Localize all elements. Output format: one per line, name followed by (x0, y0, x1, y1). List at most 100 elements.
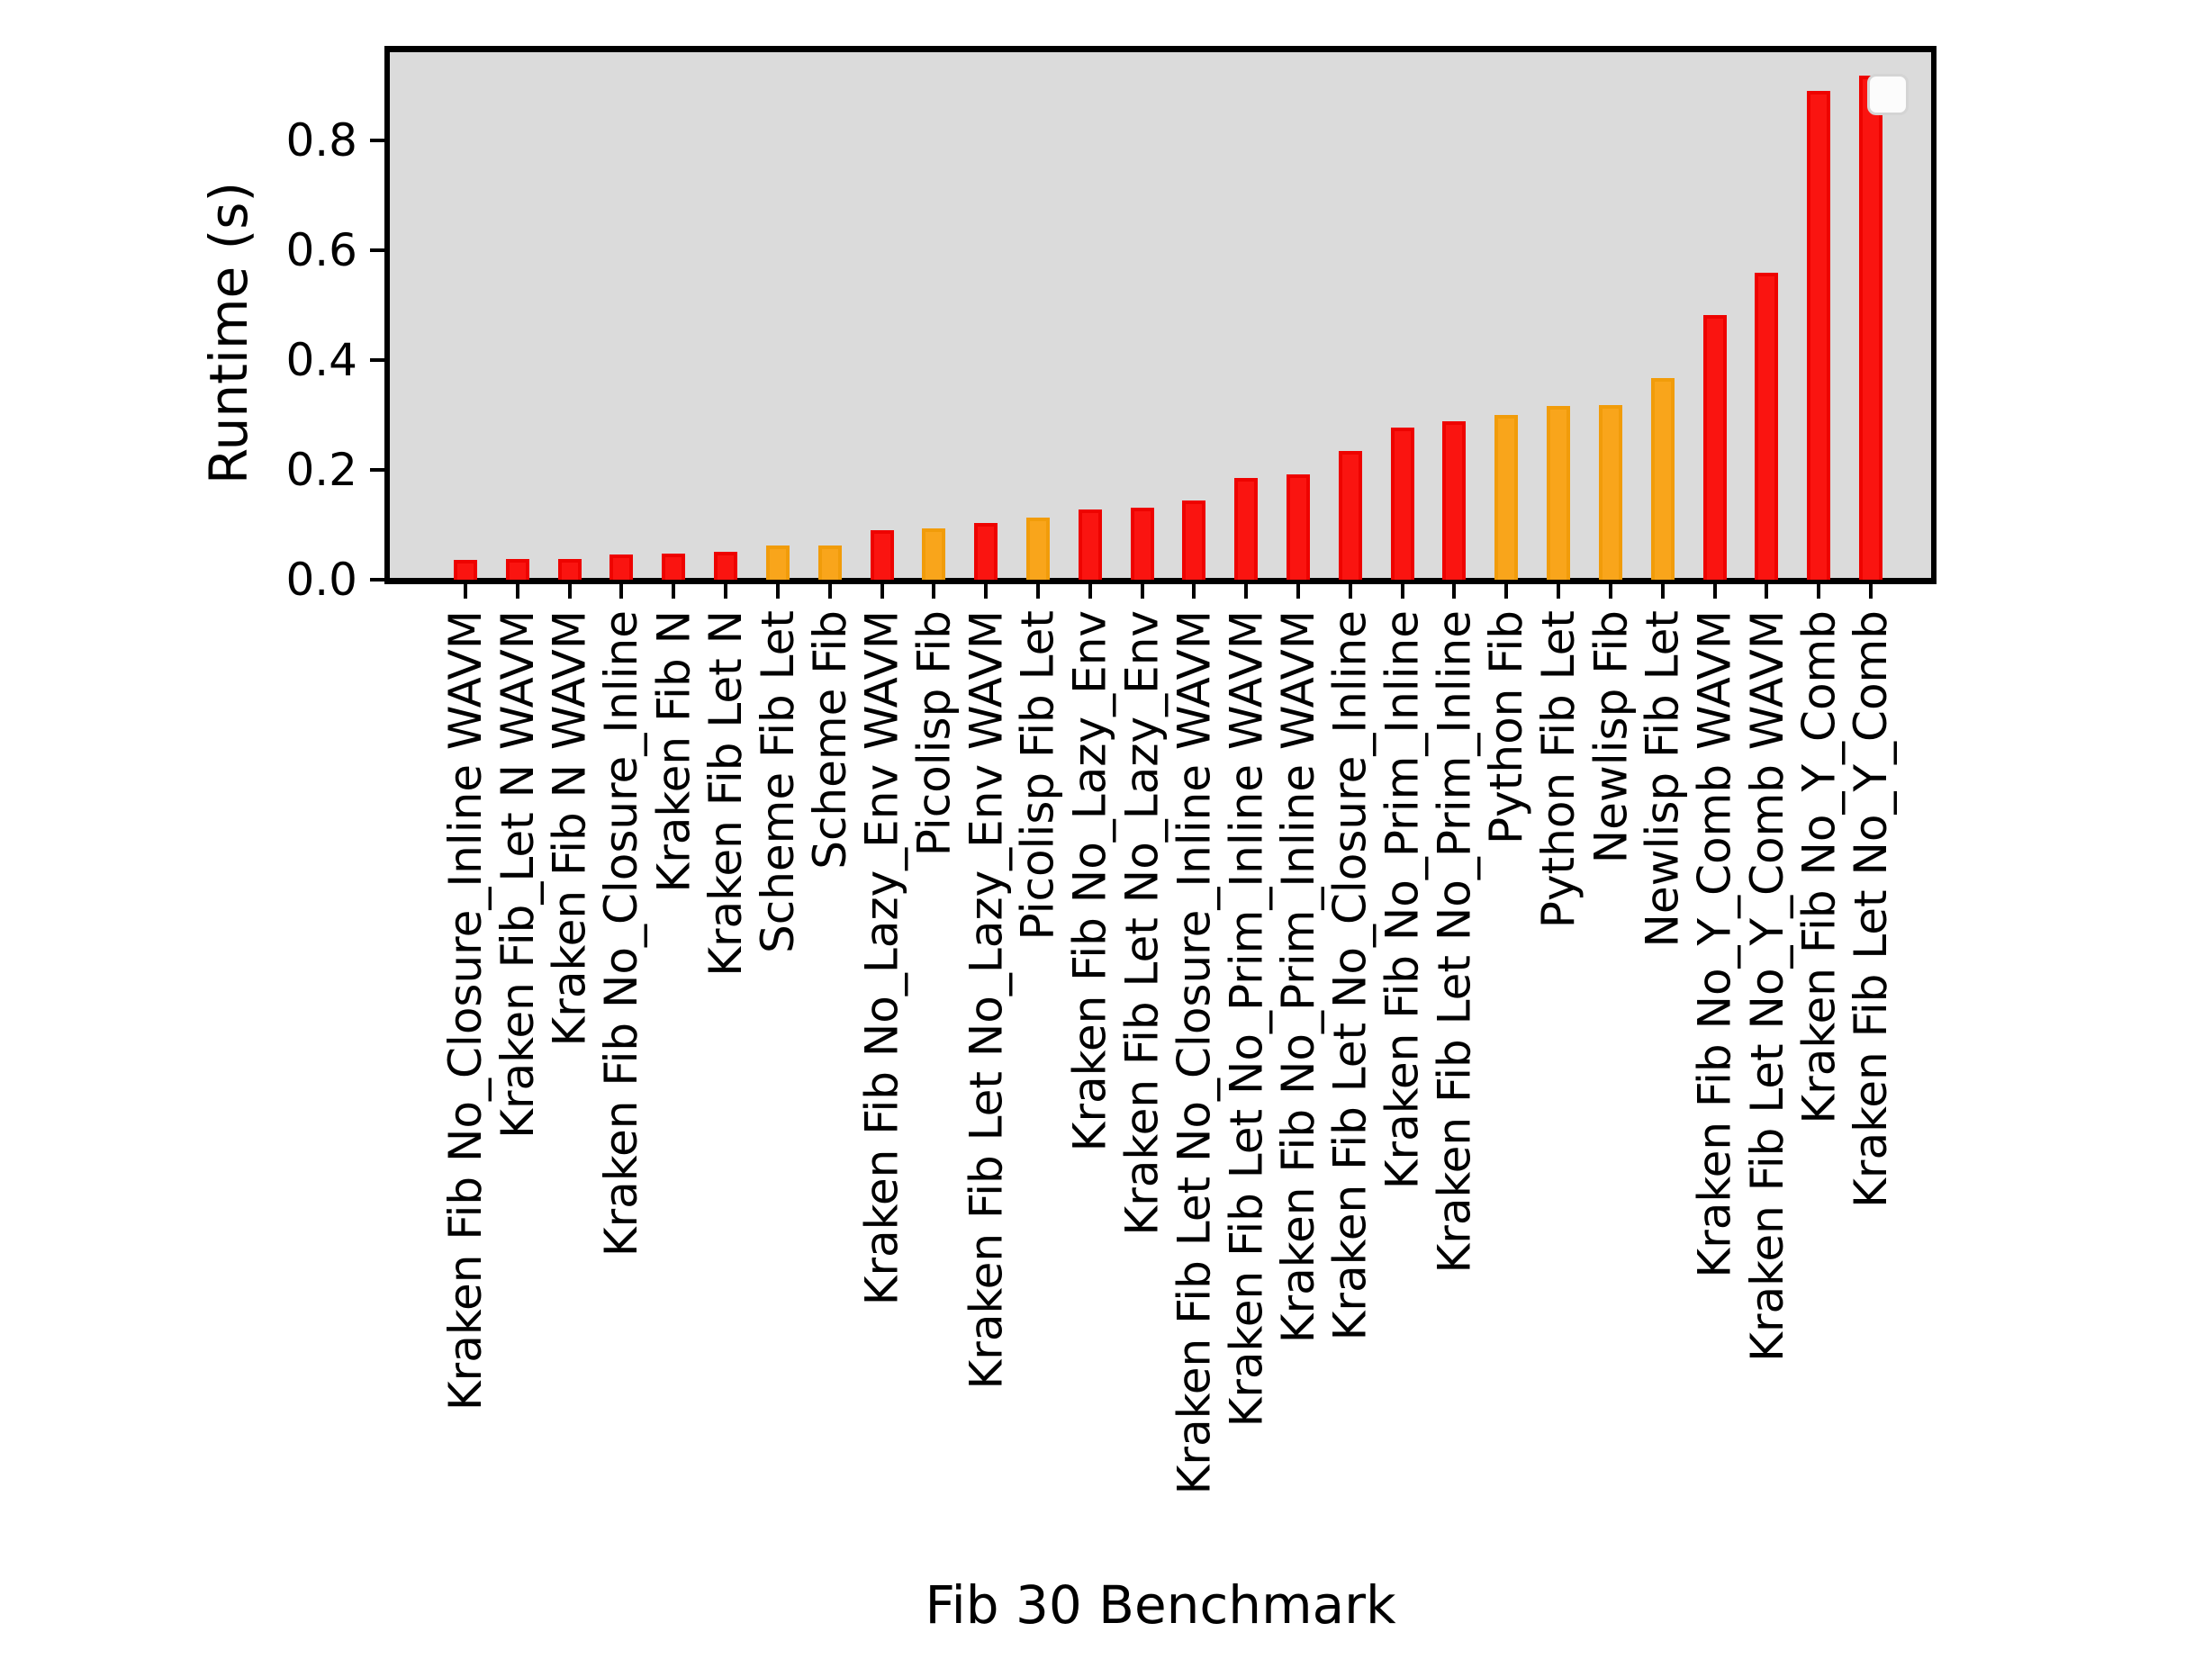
bar-other (1598, 405, 1622, 580)
bar-kraken (662, 554, 686, 580)
x-tick-label: Kraken Fib Let No_Y_Comb (1845, 610, 1897, 1208)
x-tick-mark (1088, 582, 1092, 599)
bar-kraken (1130, 508, 1154, 580)
x-tick-mark (984, 582, 989, 599)
x-tick-mark (1608, 582, 1612, 599)
x-tick-label: Scheme Fib (803, 610, 856, 870)
x-axis-label: Fib 30 Benchmark (925, 1574, 1396, 1636)
x-tick-label: Kraken Fib Let No_Y_Comb WAVM (1740, 610, 1793, 1362)
bar-kraken (1338, 451, 1362, 580)
bar-other (817, 545, 842, 580)
x-tick-label: Newlisp Fib Let (1636, 610, 1689, 948)
y-tick-mark (370, 358, 386, 363)
x-tick-label: Kraken Fib No_Prim_Inline WAVM (1272, 610, 1325, 1344)
x-tick-mark (567, 582, 572, 599)
x-tick-label: Python Fib Let (1532, 610, 1585, 929)
bar-kraken (1287, 474, 1311, 580)
left-spine (384, 47, 390, 584)
bar-kraken (1859, 76, 1882, 580)
x-tick-mark (932, 582, 936, 599)
x-tick-label: Kraken Fib No_Prim_Inline (1376, 610, 1429, 1190)
bar-kraken (974, 523, 998, 580)
bar-other (1650, 378, 1675, 580)
bar-kraken (505, 559, 529, 580)
x-tick-mark (1452, 582, 1457, 599)
bar-kraken (1182, 500, 1206, 580)
x-tick-mark (672, 582, 676, 599)
x-tick-mark (827, 582, 832, 599)
x-tick-label: Kraken Fib N WAVM (543, 610, 596, 1047)
bar-kraken (870, 530, 894, 580)
bar-kraken (609, 555, 634, 580)
x-tick-mark (1400, 582, 1404, 599)
x-tick-label: Picolisp Fib (907, 610, 961, 857)
y-axis-label: Runtime (s) (198, 181, 259, 485)
x-tick-label: Kraken Fib N (647, 610, 700, 893)
bar-other (1494, 415, 1519, 580)
x-tick-label: Kraken Fib No_Lazy_Env (1063, 610, 1116, 1152)
x-tick-mark (515, 582, 519, 599)
x-tick-mark (1244, 582, 1249, 599)
bar-kraken (454, 560, 477, 580)
x-tick-mark (619, 582, 624, 599)
bar-kraken (557, 559, 582, 580)
x-tick-mark (1192, 582, 1196, 599)
x-tick-label: Picolisp Fib Let (1011, 610, 1064, 941)
plot-area (389, 51, 1932, 580)
x-tick-mark (880, 582, 884, 599)
x-tick-mark (1660, 582, 1665, 599)
x-tick-mark (1348, 582, 1352, 599)
x-tick-label: Scheme Fib Let (751, 610, 804, 954)
bar-other (1547, 406, 1571, 580)
x-tick-label: Python Fib (1480, 610, 1533, 844)
legend-box (1867, 74, 1909, 115)
bottom-spine (384, 578, 1937, 584)
y-tick-label: 0.4 (285, 334, 357, 387)
y-tick-label: 0.6 (285, 224, 357, 277)
y-tick-mark (370, 578, 386, 582)
x-tick-mark (1504, 582, 1509, 599)
y-tick-label: 0.8 (285, 114, 357, 167)
bar-kraken (1078, 509, 1102, 580)
x-tick-label: Kraken Fib Let No_Prim_Inline (1428, 610, 1481, 1274)
x-tick-label: Kraken Fib No_Lazy_Env WAVM (855, 610, 908, 1306)
bar-other (922, 528, 946, 580)
y-tick-mark (370, 468, 386, 473)
y-tick-mark (370, 248, 386, 253)
x-tick-label: Kraken Fib Let N (700, 610, 753, 977)
x-tick-label: Kraken Fib Let No_Prim_Inline WAVM (1220, 610, 1273, 1428)
x-tick-mark (1140, 582, 1144, 599)
x-tick-label: Kraken Fib No_Y_Comb WAVM (1688, 610, 1741, 1278)
x-tick-label: Kraken Fib No_Y_Comb (1792, 610, 1846, 1124)
x-tick-label: Kraken Fib Let No_Closure_Inline (1323, 610, 1377, 1341)
bar-kraken (1807, 91, 1831, 580)
right-spine (1931, 47, 1937, 584)
x-tick-mark (1869, 582, 1873, 599)
x-tick-mark (1712, 582, 1717, 599)
bar-kraken (1442, 421, 1467, 580)
top-spine (384, 46, 1937, 52)
x-tick-label: Kraken Fib No_Closure_Inline WAVM (439, 610, 492, 1411)
bar-kraken (1702, 315, 1727, 580)
x-tick-mark (464, 582, 467, 599)
y-tick-label: 0.0 (285, 554, 357, 606)
x-tick-mark (724, 582, 728, 599)
bar-kraken (1234, 478, 1259, 580)
x-tick-label: Kraken Fib Let No_Lazy_Env (1115, 610, 1169, 1236)
x-tick-label: Kraken Fib_Let N WAVM (491, 610, 544, 1139)
x-tick-mark (1035, 582, 1040, 599)
bar-other (765, 545, 790, 580)
bar-kraken (714, 552, 738, 580)
x-tick-mark (1765, 582, 1769, 599)
x-tick-mark (775, 582, 780, 599)
x-tick-label: Kraken Fib No_Closure_Inline (595, 610, 648, 1258)
x-tick-label: Kraken Fib Let No_Lazy_Env WAVM (960, 610, 1013, 1390)
x-tick-label: Newlisp Fib (1584, 610, 1637, 864)
bar-other (1025, 518, 1050, 580)
x-tick-label: Kraken Fib Let No_Closure_Inline WAVM (1168, 610, 1221, 1495)
x-tick-mark (1557, 582, 1561, 599)
bar-kraken (1755, 273, 1779, 580)
x-tick-mark (1296, 582, 1301, 599)
bar-kraken (1390, 428, 1414, 580)
